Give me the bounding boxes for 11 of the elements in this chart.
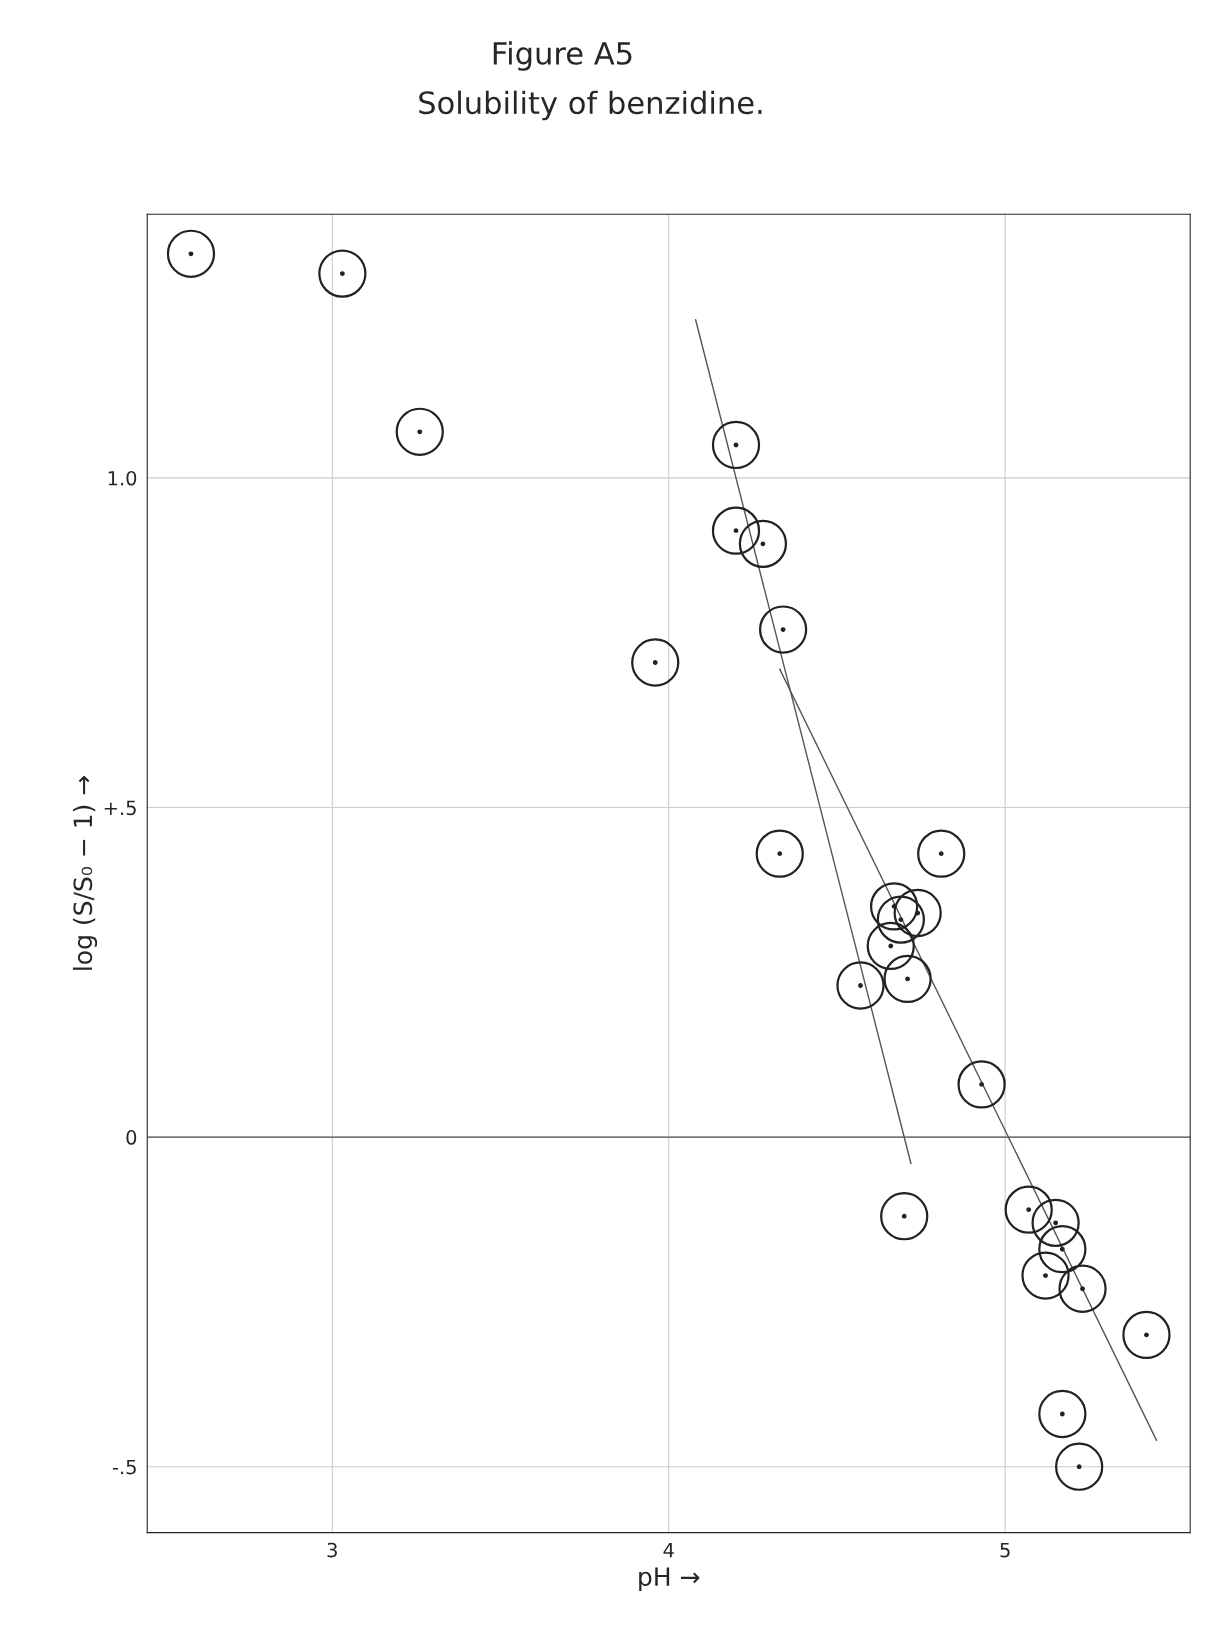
y-tick-label: -.5 [112, 1459, 136, 1475]
y-tick-label: 0 [126, 1130, 137, 1145]
x-axis-title: pH → [639, 1567, 700, 1591]
y-axis-title: log (S/S₀ − 1) → [72, 775, 98, 970]
x-tick-label: 5 [1000, 1542, 1010, 1558]
x-tick-label: 3 [327, 1542, 337, 1558]
chart-subtitle: Solubility of benzidine. [419, 90, 762, 121]
y-tick-label: 1.0 [108, 470, 137, 486]
y-tick-label: +.5 [104, 800, 136, 816]
chart-title: Figure A5 [493, 41, 632, 71]
x-tick-label: 4 [663, 1542, 674, 1558]
